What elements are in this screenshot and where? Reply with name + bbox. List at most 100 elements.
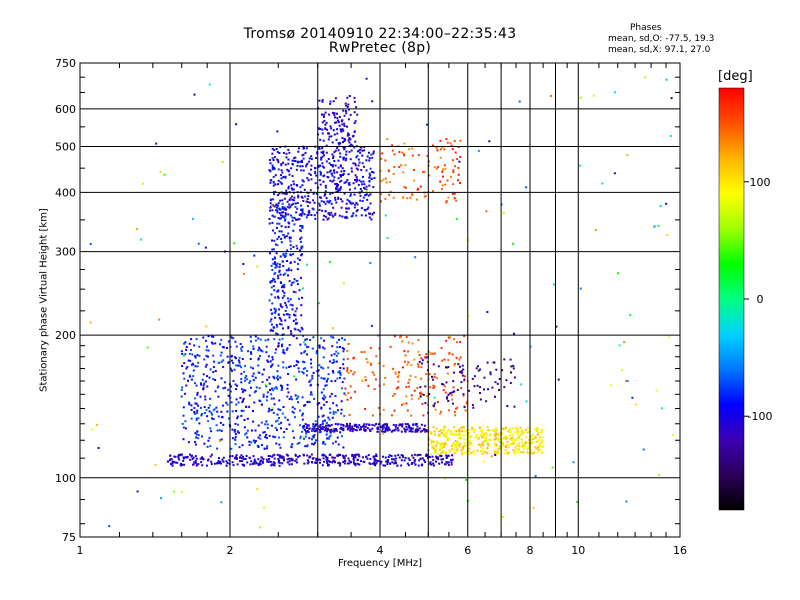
scatter-point <box>452 433 454 436</box>
stats-x-line: mean, sd,X: 97.1, 27.0 <box>608 45 711 55</box>
scatter-point <box>456 434 459 437</box>
scatter-point <box>205 409 208 412</box>
scatter-point <box>314 420 317 423</box>
scatter-point <box>360 146 363 149</box>
scatter-point <box>301 225 304 228</box>
scatter-point <box>270 393 273 396</box>
scatter-point <box>301 418 304 421</box>
scatter-point <box>509 443 512 446</box>
scatter-point <box>461 448 464 451</box>
scatter-point <box>457 166 460 169</box>
scatter-point <box>235 457 238 459</box>
scatter-point <box>339 431 342 434</box>
scatter-point <box>386 138 389 140</box>
scatter-point <box>447 464 450 466</box>
scatter-point <box>332 179 335 182</box>
scatter-point <box>329 192 332 195</box>
scatter-point <box>394 335 396 338</box>
scatter-point <box>181 352 184 355</box>
scatter-point <box>439 180 442 183</box>
y-tick-label: 100 <box>55 472 76 485</box>
scatter-point <box>514 426 517 429</box>
scatter-point <box>323 154 325 157</box>
scatter-point <box>518 100 521 103</box>
scatter-point <box>291 219 294 222</box>
scatter-point <box>438 433 441 436</box>
scatter-point <box>242 272 245 275</box>
scatter-point <box>230 401 233 404</box>
scatter-point <box>234 357 237 360</box>
scatter-point <box>300 245 303 248</box>
scatter-point <box>245 455 248 457</box>
scatter-point <box>380 425 382 428</box>
scatter-point <box>347 139 350 142</box>
scatter-point <box>385 460 388 463</box>
scatter-point <box>454 414 457 417</box>
scatter-point <box>432 447 435 450</box>
scatter-point <box>330 211 333 214</box>
scatter-point <box>238 446 241 449</box>
scatter-point <box>419 392 422 395</box>
scatter-point <box>297 147 300 150</box>
scatter-point <box>348 413 351 416</box>
scatter-point <box>513 440 516 443</box>
scatter-point <box>487 443 489 446</box>
scatter-point <box>364 430 367 433</box>
scatter-point <box>280 182 283 185</box>
scatter-point <box>339 186 342 189</box>
scatter-point <box>277 295 279 298</box>
scatter-point <box>293 216 296 219</box>
scatter-point <box>473 452 476 455</box>
scatter-point <box>260 459 263 462</box>
scatter-point <box>453 192 456 195</box>
scatter-point <box>225 460 228 463</box>
scatter-point <box>312 436 315 439</box>
scatter-point <box>434 408 437 411</box>
scatter-point <box>334 440 337 443</box>
scatter-point <box>286 313 289 316</box>
scatter-point <box>286 200 289 203</box>
scatter-point <box>325 121 328 124</box>
scatter-point <box>462 368 465 371</box>
scatter-point <box>343 338 346 341</box>
scatter-point <box>345 215 348 218</box>
scatter-point <box>345 210 348 213</box>
scatter-point <box>346 462 349 465</box>
scatter-point <box>346 367 349 370</box>
scatter-point <box>321 464 324 467</box>
scatter-point <box>354 140 357 143</box>
scatter-point <box>273 453 276 456</box>
scatter-point <box>441 359 444 362</box>
scatter-point <box>526 448 529 450</box>
scatter-point <box>421 457 424 460</box>
scatter-point <box>282 252 285 255</box>
scatter-point <box>356 178 358 181</box>
scatter-point <box>320 391 323 394</box>
scatter-point <box>344 102 347 105</box>
scatter-point <box>194 365 197 368</box>
scatter-point <box>354 187 357 190</box>
scatter-point <box>457 444 460 447</box>
scatter-point <box>234 455 237 458</box>
scatter-point <box>318 208 321 211</box>
scatter-point <box>339 142 342 145</box>
scatter-point <box>439 454 442 457</box>
scatter-point <box>298 218 301 221</box>
scatter-point <box>355 210 358 213</box>
scatter-point <box>295 168 298 171</box>
scatter-point <box>289 261 292 264</box>
scatter-point <box>481 436 483 439</box>
scatter-point <box>413 389 416 392</box>
scatter-point <box>233 429 236 432</box>
scatter-point <box>318 99 321 102</box>
scatter-point <box>326 456 329 459</box>
scatter-point <box>282 192 285 195</box>
scatter-point <box>296 397 299 400</box>
scatter-point <box>273 273 276 275</box>
scatter-point <box>218 462 221 464</box>
scatter-point <box>363 208 366 211</box>
scatter-point <box>468 429 471 432</box>
scatter-point <box>437 434 440 437</box>
scatter-point <box>342 358 345 361</box>
scatter-point <box>330 428 333 431</box>
